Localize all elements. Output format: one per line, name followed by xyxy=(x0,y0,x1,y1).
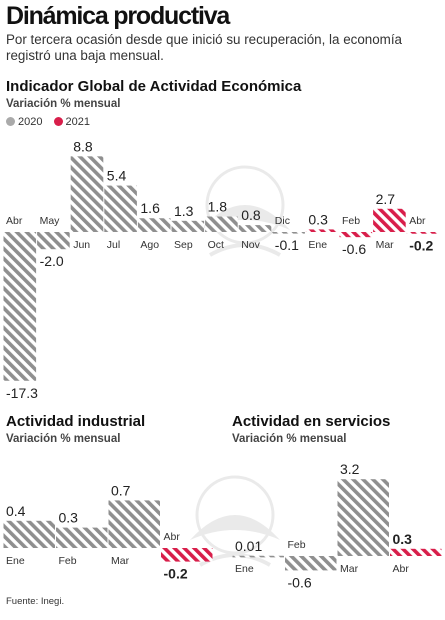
bar-jun xyxy=(70,156,104,232)
category-label: Abr xyxy=(409,215,426,227)
value-label: 0.7 xyxy=(111,482,131,498)
main-chart: -17.3 Abr -2.0 May 8.8 Jun 5.4 Jul 1.6 Ago 1.3 Sep 1… xyxy=(3,138,440,401)
industrial-chart-title: Actividad industrial xyxy=(6,413,146,430)
category-label: Ene xyxy=(308,239,327,251)
category-label: Abr xyxy=(164,531,181,543)
category-label: Mar xyxy=(340,563,359,575)
bar-may xyxy=(37,232,70,250)
legend-item-2021: 2021 xyxy=(53,116,91,128)
industrial-chart-ylabel: Variación % mensual xyxy=(6,433,121,445)
value-label: 1.3 xyxy=(174,203,194,219)
value-label: -0.6 xyxy=(288,574,312,590)
category-label: Dic xyxy=(275,215,290,227)
page-subtitle: Por tercera ocasión desde que inició su … xyxy=(6,32,402,63)
value-label: 8.8 xyxy=(73,138,93,154)
bar-mar xyxy=(373,208,406,232)
value-label: -0.2 xyxy=(164,566,188,582)
category-label: Nov xyxy=(241,239,260,251)
category-label: May xyxy=(40,215,61,227)
value-label: 1.8 xyxy=(208,199,228,215)
bar-abr xyxy=(161,548,213,562)
category-label: Feb xyxy=(288,539,306,551)
legend-dot-icon xyxy=(53,117,63,126)
bar-nov xyxy=(238,225,272,232)
services-chart: 0.01 Ene -0.6 Feb 3.2 Mar 0.3 Abr xyxy=(232,461,442,590)
bar-mar xyxy=(337,479,389,556)
value-label: -17.3 xyxy=(6,385,38,401)
category-label: Mar xyxy=(111,555,130,567)
bar-sep xyxy=(171,220,205,232)
value-label: 0.4 xyxy=(6,503,26,519)
legend-label: 2021 xyxy=(65,116,91,128)
source-note: Fuente: Inegi. xyxy=(6,596,65,607)
bar-abr xyxy=(406,232,440,234)
legend-dot-icon xyxy=(6,117,15,126)
legend: 2020 2021 xyxy=(6,116,98,128)
value-label: -0.1 xyxy=(275,237,299,253)
category-label: Jul xyxy=(107,239,120,251)
category-label: Feb xyxy=(59,555,77,567)
value-label: 3.2 xyxy=(340,461,360,477)
value-label: 0.8 xyxy=(241,207,261,223)
bar-ene xyxy=(232,555,284,558)
legend-item-2020: 2020 xyxy=(6,116,46,128)
industrial-chart: 0.4 Ene 0.3 Feb 0.7 Mar -0.2 Abr xyxy=(3,482,213,582)
bar-feb xyxy=(285,556,337,571)
bar-abr xyxy=(390,548,442,556)
bar-ago xyxy=(137,218,171,232)
main-chart-title: Indicador Global de Actividad Económica xyxy=(6,78,302,95)
category-label: Abr xyxy=(393,563,410,575)
bar-dic xyxy=(272,232,305,234)
category-label: Ene xyxy=(6,555,25,567)
bar-ene xyxy=(305,229,339,232)
value-label: 0.3 xyxy=(393,531,413,547)
category-label: Sep xyxy=(174,239,193,251)
value-label: 0.01 xyxy=(235,538,262,554)
bar-mar xyxy=(108,500,160,548)
value-label: -2.0 xyxy=(40,253,64,269)
legend-label: 2020 xyxy=(18,116,43,128)
value-label: 5.4 xyxy=(107,168,127,184)
watermark-eagle-icon xyxy=(190,475,280,567)
category-label: Feb xyxy=(342,215,360,227)
bar-jul xyxy=(104,185,137,232)
services-chart-title: Actividad en servicios xyxy=(232,413,391,430)
value-label: 1.6 xyxy=(140,200,160,216)
category-label: Jun xyxy=(73,239,90,251)
services-chart-ylabel: Variación % mensual xyxy=(232,433,347,445)
category-label: Oct xyxy=(208,239,224,251)
category-label: Ago xyxy=(140,239,159,251)
main-chart-ylabel: Variación % mensual xyxy=(6,98,121,110)
bar-abr xyxy=(3,232,37,381)
category-label: Mar xyxy=(376,239,395,251)
bar-feb xyxy=(56,527,108,548)
value-label: 0.3 xyxy=(59,510,79,526)
bar-oct xyxy=(205,216,238,232)
watermark-eagle-icon xyxy=(200,165,290,257)
value-label: 0.3 xyxy=(308,211,328,227)
bar-ene xyxy=(3,520,55,548)
page-title: Dinámica productiva xyxy=(6,2,230,30)
category-label: Ene xyxy=(235,563,254,575)
category-label: Abr xyxy=(6,215,23,227)
value-label: -0.6 xyxy=(342,241,366,257)
value-label: -0.2 xyxy=(409,238,433,254)
value-label: 2.7 xyxy=(376,191,396,207)
bar-feb xyxy=(339,232,373,238)
